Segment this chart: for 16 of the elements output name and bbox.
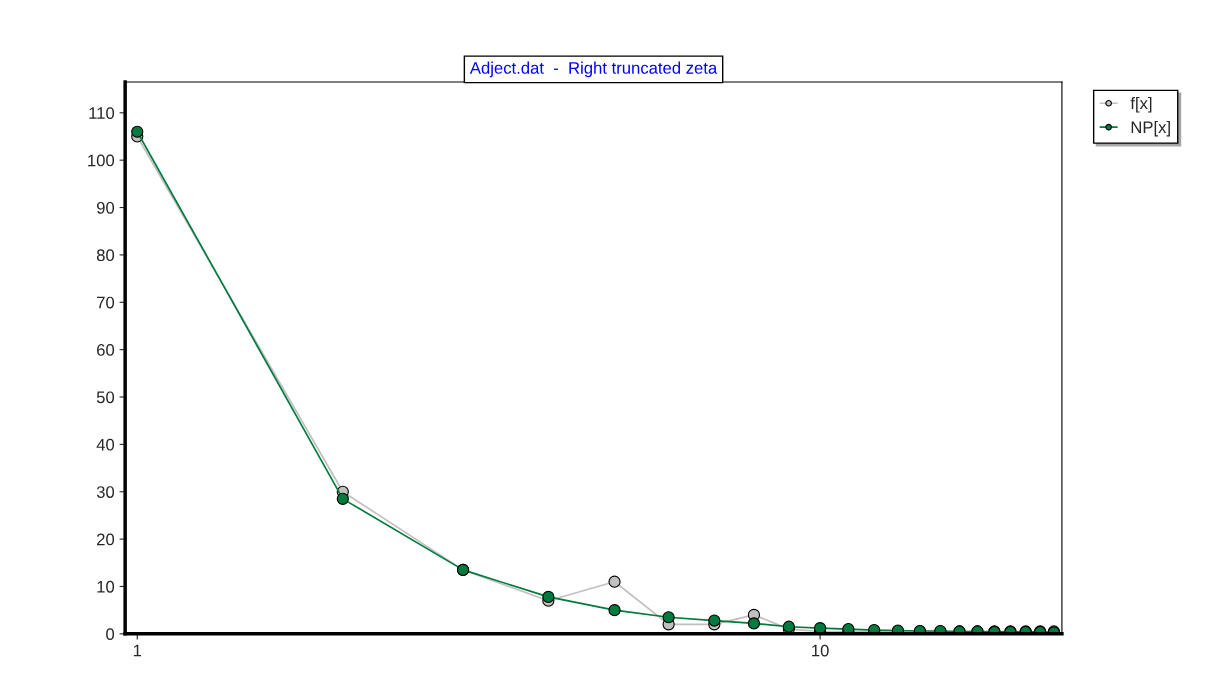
y-tick-label: 20	[97, 533, 115, 546]
chart-title: Adject.dat - Right truncated zeta	[469, 61, 718, 78]
y-tick-label: 100	[88, 154, 115, 167]
y-tick-label: 30	[96, 486, 115, 498]
y-tick-label: 70	[97, 296, 115, 309]
y-tick-label: 10	[97, 580, 115, 593]
legend-label: NP[x]	[1131, 120, 1170, 137]
y-tick-label: 60	[97, 344, 115, 356]
legend-label: f[x]	[1130, 97, 1152, 113]
y-tick-label: 40	[96, 438, 115, 451]
y-tick-label: 90	[96, 201, 115, 214]
y-tick-label: 50	[96, 391, 115, 404]
y-tick-label: 80	[96, 249, 115, 262]
x-tick-label: 1	[133, 644, 142, 657]
y-tick-label: 110	[89, 107, 115, 119]
y-tick-label: 0	[106, 628, 115, 641]
